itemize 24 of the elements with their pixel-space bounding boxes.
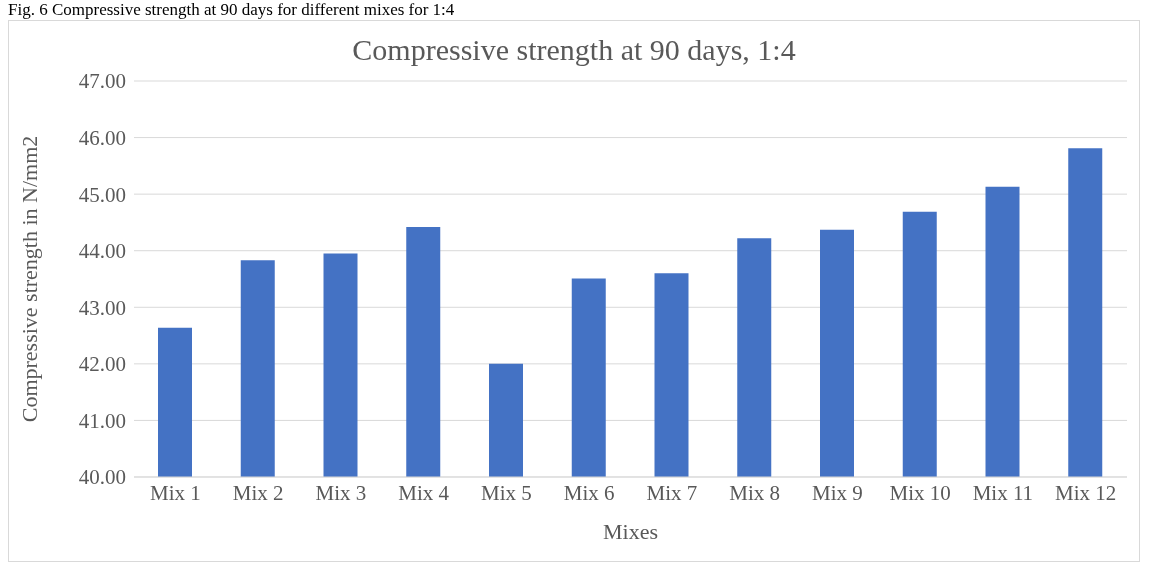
y-tick-label: 46.00 [78, 126, 126, 151]
y-tick-label: 42.00 [78, 352, 126, 377]
y-tick-label: 43.00 [78, 295, 126, 320]
x-tick-label: Mix 11 [972, 480, 1034, 505]
x-tick-label: Mix 4 [398, 480, 450, 505]
y-tick-label: 40.00 [78, 465, 126, 490]
chart-title: Compressive strength at 90 days, 1:4 [351, 33, 797, 67]
x-tick-label: Mix 12 [1054, 480, 1117, 505]
y-tick-label: 45.00 [78, 182, 126, 207]
x-tick-label: Mix 9 [811, 480, 863, 505]
x-axis-title: Mixes [603, 519, 658, 544]
x-tick-label: Mix 7 [646, 480, 698, 505]
x-tick-label: Mix 6 [563, 480, 615, 505]
x-tick-label: Mix 1 [149, 480, 201, 505]
caption: Fig. 6 Compressive strength at 90 days for different mixes for 1:4 [8, 0, 456, 20]
x-tick-label: Mix 2 [232, 480, 284, 505]
x-tick-label: Mix 3 [315, 480, 367, 505]
x-tick-label: Mix 5 [480, 480, 532, 505]
x-tick-label: Mix 8 [729, 480, 781, 505]
y-tick-label: 44.00 [78, 239, 126, 264]
y-tick-label: 47.00 [78, 69, 126, 94]
y-axis-title: Compressive strength in N/mm2 [16, 135, 42, 423]
x-tick-label: Mix 10 [889, 480, 951, 505]
y-tick-label: 41.00 [78, 408, 126, 433]
